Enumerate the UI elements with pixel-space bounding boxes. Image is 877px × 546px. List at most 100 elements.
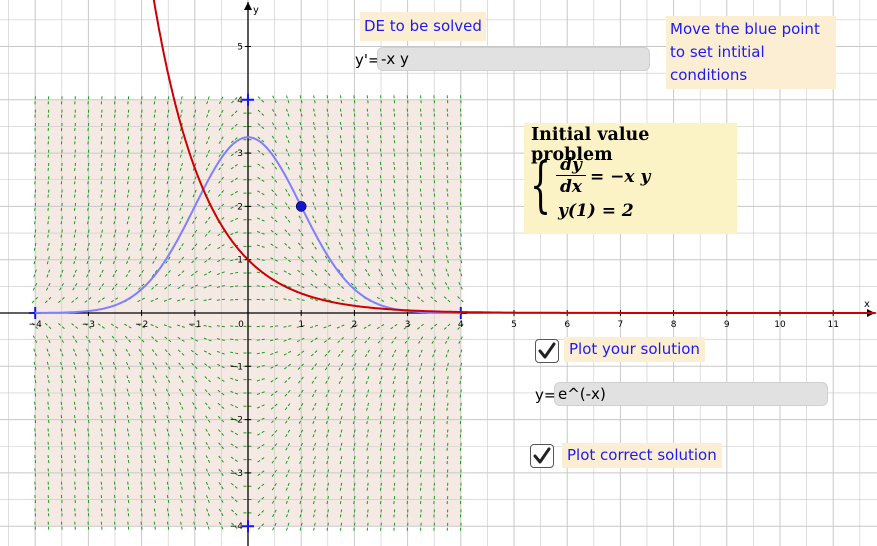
slope-field-segment xyxy=(99,268,105,278)
solution-input-field[interactable] xyxy=(554,382,828,406)
de-input-field[interactable] xyxy=(377,47,650,71)
slope-field-segment xyxy=(230,123,239,130)
slope-field-segment xyxy=(179,455,184,465)
y-tick-label: 3 xyxy=(237,149,243,159)
slope-field-segment xyxy=(380,95,382,105)
slope-field-segment xyxy=(151,336,159,344)
slope-field-segment xyxy=(74,175,77,185)
slope-field-segment xyxy=(296,298,306,302)
plot-correct-solution-label[interactable]: Plot correct solution xyxy=(562,443,722,468)
slope-field-segment xyxy=(193,95,197,105)
slope-field-segment xyxy=(47,201,50,211)
slope-field-segment xyxy=(420,521,422,531)
slope-field-segment xyxy=(45,335,52,344)
slope-field-segment xyxy=(299,481,304,491)
slope-field-segment xyxy=(127,521,130,531)
slope-field-segment xyxy=(391,282,398,291)
region-bound-handle[interactable] xyxy=(242,520,254,533)
slope-field-segment xyxy=(313,521,316,531)
slope-field-segment xyxy=(60,121,63,131)
slope-field-segment xyxy=(393,455,396,465)
slope-field-segment xyxy=(284,202,291,211)
region-bound-handle[interactable] xyxy=(242,93,254,106)
slope-field-segment xyxy=(114,95,116,105)
slope-field-segment xyxy=(193,508,197,518)
slope-field-segment xyxy=(272,108,278,118)
slope-field-segment xyxy=(352,241,357,251)
slope-field-segment xyxy=(166,121,170,131)
slope-field-segment xyxy=(152,388,157,398)
slope-field-segment xyxy=(216,338,226,342)
slope-field-segment xyxy=(339,228,344,238)
slope-field-segment xyxy=(124,323,133,329)
slope-field-segment xyxy=(140,441,143,451)
slope-field-segment xyxy=(113,161,117,171)
slope-field-segment xyxy=(192,215,198,224)
slope-field-segment xyxy=(446,495,449,505)
slope-field-segment xyxy=(34,215,37,225)
slope-field-segment xyxy=(283,270,293,276)
slope-field-segment xyxy=(140,495,143,505)
slope-field-segment xyxy=(138,268,145,278)
slope-field-segment xyxy=(353,441,356,451)
plot-your-solution-checkbox[interactable] xyxy=(535,339,559,363)
slope-field-segment xyxy=(459,228,463,238)
slope-field-segment xyxy=(366,521,369,531)
slope-field-segment xyxy=(366,401,370,411)
slope-field-segment xyxy=(217,202,225,210)
slope-field-segment xyxy=(60,215,64,225)
slope-field-segment xyxy=(230,325,240,328)
initial-condition-point[interactable] xyxy=(295,201,307,212)
slope-field-segment xyxy=(299,121,303,131)
slope-field-segment xyxy=(285,188,291,198)
slope-field-segment xyxy=(100,401,104,411)
slope-field-segment xyxy=(406,108,409,118)
slope-field-segment xyxy=(113,428,117,438)
slope-field-segment xyxy=(459,148,462,158)
slope-field-segment xyxy=(124,282,132,291)
plot-your-solution-label[interactable]: Plot your solution xyxy=(564,337,705,362)
slope-field-segment xyxy=(150,324,160,329)
slope-field-segment xyxy=(323,324,333,329)
slope-field-segment xyxy=(337,349,345,357)
slope-field-segment xyxy=(60,241,64,251)
slope-field-segment xyxy=(193,521,197,531)
slope-field-segment xyxy=(325,228,331,238)
slope-field-segment xyxy=(446,428,449,438)
slope-field-segment xyxy=(47,508,50,518)
slope-field-segment xyxy=(192,162,197,171)
slope-field-segment xyxy=(326,148,330,158)
slope-field-segment xyxy=(166,521,170,531)
slope-field-segment xyxy=(113,188,117,198)
slope-field-segment xyxy=(34,495,37,505)
slope-field-segment xyxy=(271,442,278,451)
slope-field-segment xyxy=(218,122,225,131)
slope-field-segment xyxy=(366,175,369,185)
slope-field-segment xyxy=(257,456,266,463)
slope-field-segment xyxy=(257,203,266,209)
slope-field-segment xyxy=(433,495,436,505)
slope-field-segment xyxy=(164,336,173,343)
slope-field-segment xyxy=(378,361,384,371)
slope-field-segment xyxy=(256,230,266,236)
slope-field-segment xyxy=(113,148,117,158)
slope-field-segment xyxy=(192,468,197,478)
ivp-numerator: dy xyxy=(556,155,586,176)
slope-field-segment xyxy=(459,241,463,251)
slope-field-segment xyxy=(433,95,436,105)
slope-field-segment xyxy=(165,242,171,251)
slope-field-segment xyxy=(379,188,383,198)
slope-field-segment xyxy=(87,415,90,425)
slope-field-segment xyxy=(74,455,77,465)
slope-field-segment xyxy=(270,243,279,250)
slope-field-segment xyxy=(34,161,37,171)
x-tick-label: 8 xyxy=(671,320,677,330)
slope-field-segment xyxy=(256,285,266,288)
slope-field-segment xyxy=(153,215,157,225)
slope-field-segment xyxy=(299,135,304,145)
slope-field-segment xyxy=(47,135,50,145)
slope-field-segment xyxy=(73,215,77,225)
plot-correct-solution-checkbox[interactable] xyxy=(530,444,554,468)
slope-field-segment xyxy=(180,508,183,518)
